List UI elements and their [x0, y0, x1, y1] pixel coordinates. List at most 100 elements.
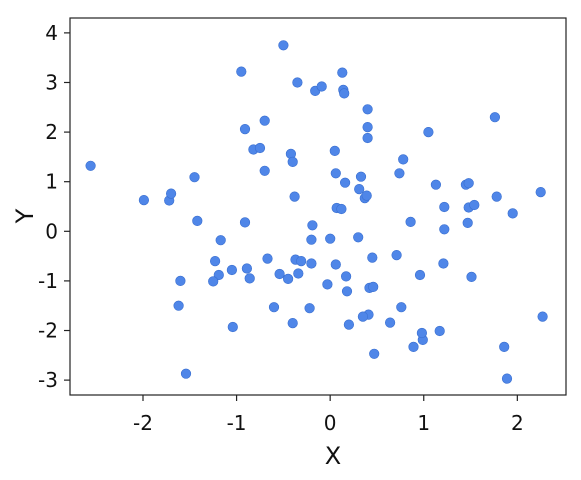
data-point [289, 191, 300, 202]
data-point [339, 88, 350, 99]
data-point [322, 279, 333, 290]
y-axis-title: Y [11, 208, 39, 224]
data-point [439, 201, 450, 213]
data-point [430, 179, 442, 190]
data-point [189, 172, 200, 183]
data-point [262, 253, 273, 264]
x-tick-label: 2 [511, 411, 524, 435]
data-point [396, 302, 407, 313]
data-point [341, 286, 353, 297]
data-point [362, 104, 373, 115]
data-point [434, 325, 445, 337]
data-point [254, 142, 266, 154]
x-tick-label: -2 [133, 411, 153, 435]
data-point [491, 191, 502, 202]
x-axis-ticks: -2 -1 0 1 2 [133, 395, 524, 435]
data-point [330, 168, 341, 179]
data-point [469, 199, 480, 211]
data-point [537, 311, 548, 322]
data-point [423, 127, 434, 138]
data-point [268, 302, 280, 313]
data-point [416, 327, 428, 339]
data-point [507, 208, 518, 219]
data-point [180, 368, 192, 379]
data-point [463, 178, 474, 189]
data-point [466, 271, 477, 283]
data-point [239, 217, 251, 228]
data-point [307, 220, 318, 231]
data-point [343, 319, 355, 330]
data-point [325, 233, 336, 244]
data-point [414, 269, 426, 281]
x-tick-label: -1 [227, 411, 247, 435]
data-point [215, 235, 226, 246]
data-point [499, 341, 510, 353]
data-point [287, 156, 298, 167]
data-point [391, 250, 402, 261]
data-point [357, 311, 369, 322]
y-tick-label: 4 [45, 21, 58, 45]
data-point [330, 259, 341, 270]
data-point [259, 165, 270, 176]
data-point [306, 234, 317, 245]
data-point [175, 275, 186, 287]
data-point [283, 273, 294, 285]
data-point [173, 300, 184, 311]
x-tick-label: 1 [417, 411, 430, 435]
data-point [336, 203, 347, 215]
data-point [329, 145, 340, 156]
y-tick-label: 1 [45, 170, 58, 194]
x-axis-title: X [325, 442, 341, 470]
data-point [353, 232, 364, 243]
data-point [316, 81, 327, 92]
data-point [362, 132, 373, 144]
data-point [385, 317, 396, 328]
data-point [341, 271, 352, 282]
data-point [241, 263, 252, 274]
data-point [439, 224, 450, 235]
data-point [278, 40, 289, 51]
data-point [369, 348, 380, 359]
data-point [210, 256, 221, 267]
data-point [236, 66, 247, 77]
data-point [213, 269, 224, 281]
data-point [362, 121, 373, 133]
data-point [340, 177, 351, 188]
data-point [293, 268, 304, 279]
data-point [166, 188, 177, 199]
data-point [244, 273, 255, 284]
y-tick-label: -3 [38, 368, 58, 392]
data-point [85, 160, 96, 171]
data-point [489, 112, 501, 123]
data-point [337, 67, 348, 78]
data-point [361, 190, 372, 201]
data-point [296, 256, 307, 267]
data-point [535, 187, 546, 198]
data-point [192, 215, 203, 226]
y-tick-label: 3 [45, 70, 58, 94]
plot-area-frame [69, 17, 567, 396]
data-point [355, 171, 367, 182]
data-point [304, 303, 315, 314]
data-point [306, 258, 317, 269]
data-point [274, 268, 285, 280]
data-point [292, 77, 303, 88]
data-point [226, 264, 237, 276]
data-point [239, 124, 251, 135]
y-tick-label: 2 [45, 120, 58, 144]
data-point [287, 318, 298, 329]
data-point [501, 373, 513, 384]
data-point [438, 258, 449, 269]
x-tick-label: 0 [324, 411, 337, 435]
data-point [138, 195, 149, 206]
y-tick-label: -2 [38, 319, 58, 343]
data-point [259, 115, 270, 126]
y-tick-label: -1 [38, 269, 58, 293]
data-point [208, 276, 219, 287]
data-point [462, 217, 473, 228]
data-point [394, 168, 405, 179]
data-point [405, 216, 416, 227]
data-point [398, 154, 409, 165]
